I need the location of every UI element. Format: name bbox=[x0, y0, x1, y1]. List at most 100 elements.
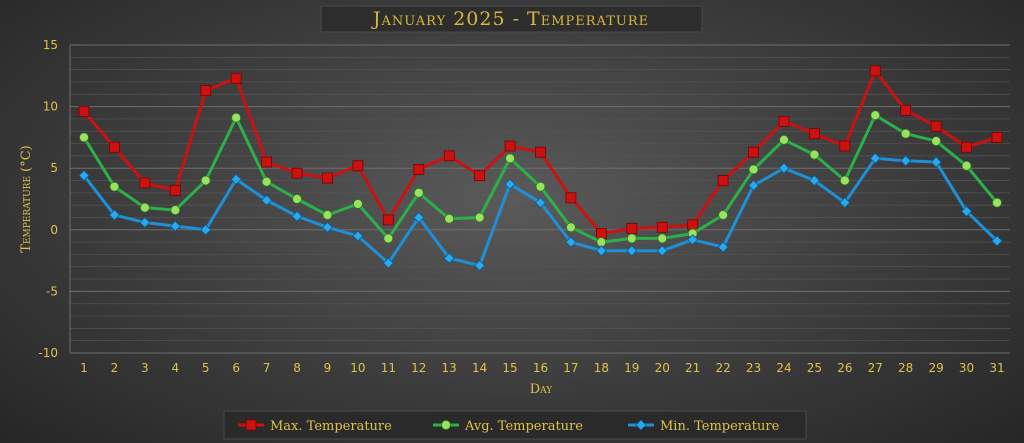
legend-label: Max. Temperature bbox=[270, 419, 392, 434]
data-point-min bbox=[961, 205, 973, 217]
data-point-min bbox=[991, 235, 1003, 247]
series-line-min bbox=[82, 156, 999, 268]
x-tick-label: 4 bbox=[171, 361, 179, 375]
y-tick-label: 15 bbox=[43, 38, 58, 52]
data-point-min bbox=[200, 224, 212, 236]
data-point-avg bbox=[352, 199, 363, 209]
data-point-min bbox=[261, 194, 273, 206]
x-tick-label: 3 bbox=[141, 361, 149, 375]
data-point-min bbox=[900, 155, 912, 167]
data-point-max bbox=[687, 219, 699, 231]
y-tick-label: -10 bbox=[38, 346, 58, 360]
data-point-avg bbox=[718, 210, 728, 220]
data-point-min bbox=[139, 216, 151, 228]
data-point-min bbox=[778, 162, 790, 174]
data-point-min bbox=[626, 245, 638, 257]
data-point-max bbox=[565, 192, 577, 204]
data-point-min bbox=[595, 245, 607, 257]
x-tick-label: 23 bbox=[746, 361, 761, 375]
data-point-max bbox=[474, 170, 486, 181]
data-point-min bbox=[78, 170, 90, 182]
data-point-avg bbox=[931, 136, 942, 146]
x-tick-label: 16 bbox=[533, 361, 548, 375]
x-tick-label: 25 bbox=[807, 361, 822, 375]
data-point-avg bbox=[474, 212, 485, 223]
data-point-max bbox=[443, 150, 455, 162]
data-point-max bbox=[839, 140, 851, 152]
x-tick-label: 9 bbox=[324, 361, 332, 375]
data-point-max bbox=[78, 106, 90, 117]
data-point-min bbox=[352, 230, 364, 242]
x-tick-label: 1 bbox=[80, 361, 88, 375]
x-tick-label: 11 bbox=[381, 361, 396, 375]
legend-marker bbox=[635, 419, 647, 431]
data-point-avg bbox=[109, 181, 120, 192]
series-avg bbox=[79, 110, 1002, 248]
legend: Max. Temperature Avg. Temperature Min. Tem… bbox=[223, 410, 807, 440]
data-point-min bbox=[808, 174, 820, 187]
data-point-avg bbox=[748, 164, 759, 175]
data-point-avg bbox=[626, 233, 637, 244]
x-tick-label: 22 bbox=[715, 361, 730, 375]
legend-item-min: Min. Temperature bbox=[628, 419, 780, 434]
data-point-max bbox=[109, 141, 120, 153]
x-axis-ticks: 1 2 3 4 5 6 7 8 9 10 11 12 13 14 15 16 17 18 19 20 21 22 23 24 2… bbox=[80, 361, 1004, 375]
data-point-max bbox=[535, 146, 546, 158]
x-tick-label: 26 bbox=[837, 361, 852, 375]
data-point-max bbox=[261, 156, 273, 168]
x-tick-label: 2 bbox=[111, 361, 119, 375]
data-point-min bbox=[443, 252, 455, 264]
data-point-max bbox=[230, 72, 242, 84]
data-point-avg bbox=[200, 175, 211, 186]
series-group bbox=[78, 65, 1003, 272]
data-point-min bbox=[413, 211, 425, 224]
data-point-max bbox=[930, 120, 942, 132]
x-tick-label: 14 bbox=[472, 361, 487, 375]
x-tick-label: 15 bbox=[502, 361, 517, 375]
legend-marker bbox=[245, 419, 257, 431]
legend-item-avg: Avg. Temperature bbox=[433, 419, 583, 434]
data-point-min bbox=[869, 152, 881, 164]
data-point-max bbox=[595, 228, 607, 239]
data-point-avg bbox=[413, 187, 424, 198]
data-point-max bbox=[778, 115, 790, 127]
legend-label: Min. Temperature bbox=[660, 419, 780, 434]
series-min bbox=[78, 152, 1003, 272]
data-point-min bbox=[717, 241, 729, 253]
x-tick-label: 18 bbox=[594, 361, 609, 375]
data-point-avg bbox=[900, 128, 911, 139]
data-point-min bbox=[839, 197, 851, 209]
x-tick-label: 17 bbox=[563, 361, 578, 375]
chart-title-text: January 2025 - Temperature bbox=[371, 8, 649, 30]
data-point-avg bbox=[261, 176, 272, 187]
data-point-avg bbox=[809, 149, 820, 160]
data-point-avg bbox=[657, 233, 668, 244]
data-point-avg bbox=[231, 112, 242, 123]
data-point-avg bbox=[322, 210, 333, 220]
data-point-avg bbox=[566, 222, 576, 233]
x-tick-label: 5 bbox=[202, 361, 210, 375]
data-point-max bbox=[991, 131, 1003, 143]
x-tick-label: 24 bbox=[776, 361, 791, 375]
x-tick-label: 29 bbox=[928, 361, 943, 375]
data-point-min bbox=[291, 210, 303, 222]
data-point-max bbox=[717, 175, 729, 186]
x-tick-label: 28 bbox=[898, 361, 913, 375]
data-point-min bbox=[747, 179, 760, 192]
data-point-max bbox=[139, 177, 151, 189]
data-point-avg bbox=[79, 132, 89, 143]
data-point-avg bbox=[383, 233, 394, 244]
data-point-max bbox=[291, 167, 303, 179]
data-point-max bbox=[809, 128, 820, 140]
data-point-avg bbox=[992, 197, 1002, 208]
x-tick-label: 8 bbox=[293, 361, 301, 375]
data-point-min bbox=[169, 220, 181, 232]
x-tick-label: 6 bbox=[232, 361, 240, 375]
y-axis-ticks: -10 -5 0 5 10 15 bbox=[38, 38, 58, 360]
data-point-avg bbox=[961, 160, 972, 171]
x-tick-label: 7 bbox=[263, 361, 271, 375]
data-point-min bbox=[108, 209, 120, 221]
x-tick-label: 21 bbox=[685, 361, 700, 375]
data-point-min bbox=[474, 259, 486, 272]
